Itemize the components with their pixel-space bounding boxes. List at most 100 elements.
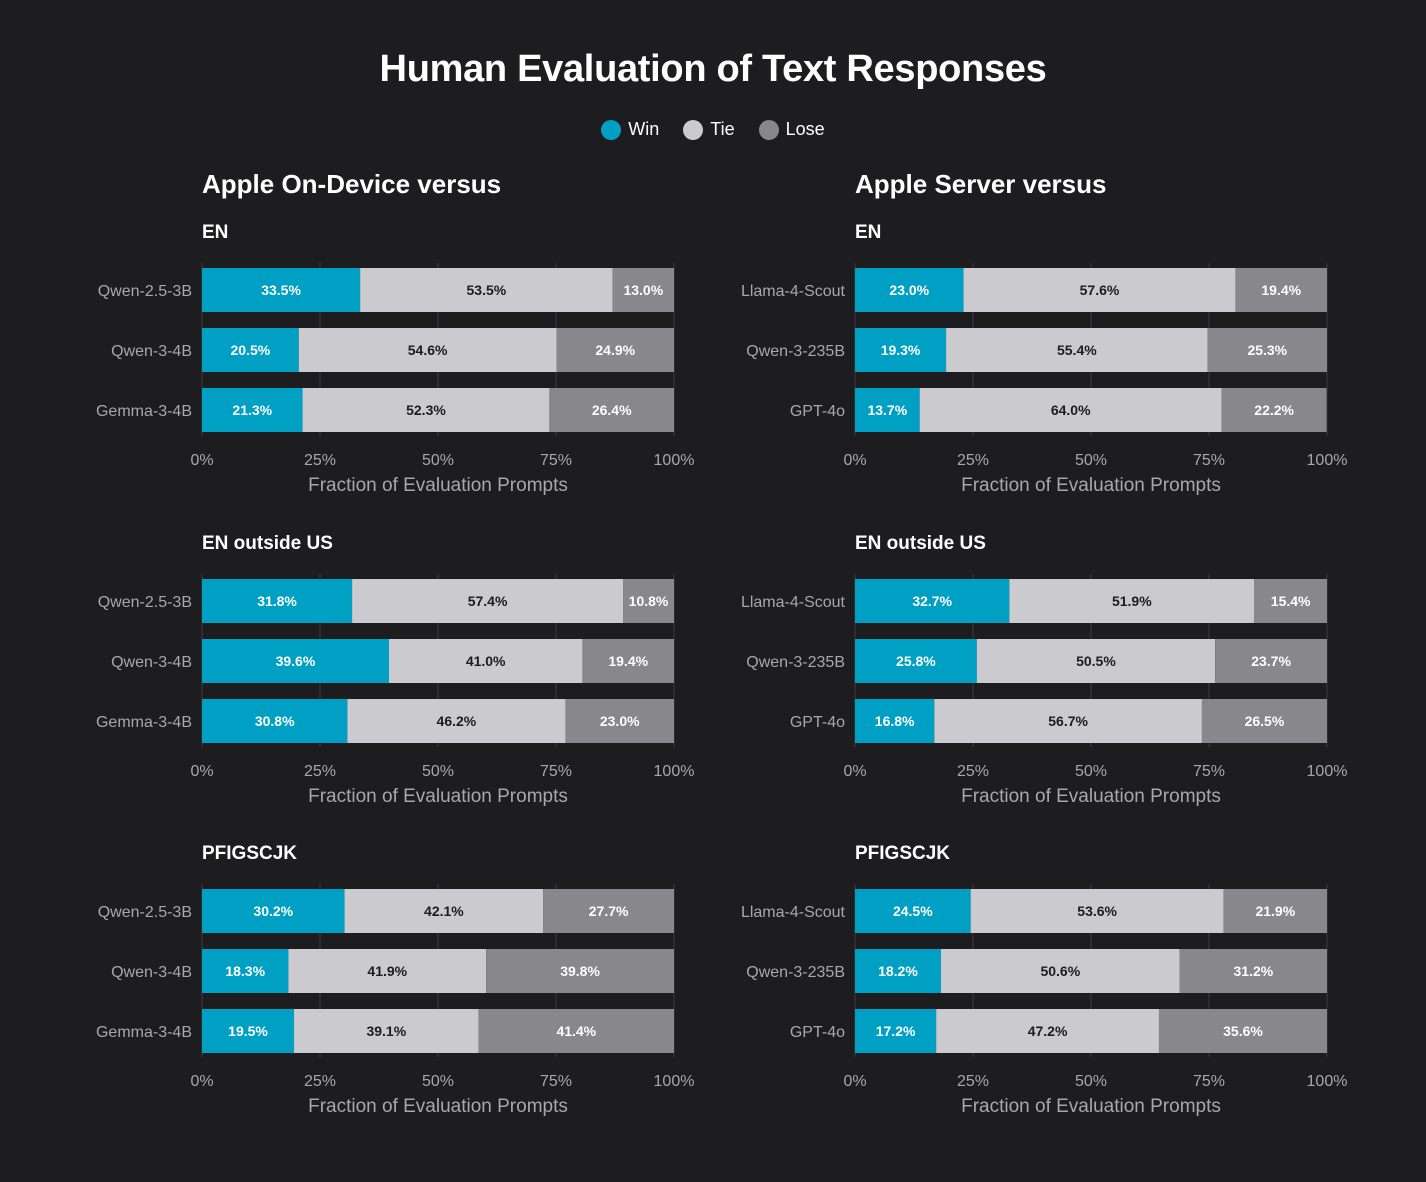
panel-1-0-bar-llama-4-scout-tie	[963, 268, 1236, 312]
panel-0-2-bar-qwen-2-5-3b-win	[202, 889, 345, 933]
panel-0-2-value-label-qwen-2-5-3b-lose: 27.7%	[589, 903, 629, 919]
panel-1-2-tick-label-3: 75%	[1193, 1073, 1225, 1090]
panel-1-1-bar-gpt-4o-tie	[934, 699, 1202, 743]
chart-title: Human Evaluation of Text Responses	[379, 48, 1047, 90]
panel-0-2-tick-label-3: 75%	[540, 1073, 572, 1090]
panel-1-2-value-label-qwen-3-235b-lose: 31.2%	[1234, 963, 1274, 979]
panel-0-1-value-label-gemma-3-4b-tie: 46.2%	[437, 713, 477, 729]
panel-1-1-value-label-gpt-4o-win: 16.8%	[875, 713, 915, 729]
panel-1-0-tick-label-1: 25%	[957, 452, 989, 469]
panel-0-1-x-axis-label: Fraction of Evaluation Prompts	[308, 786, 568, 807]
legend-item-lose: Lose	[758, 119, 825, 140]
panel-0-1-category-label-gemma-3-4b: Gemma-3-4B	[96, 714, 192, 731]
panel-0-0-bar-gemma-3-4b-tie	[302, 388, 550, 432]
panel-0-0-value-label-qwen-2-5-3b-lose: 13.0%	[623, 282, 663, 298]
panel-1-0-value-label-llama-4-scout-win: 23.0%	[889, 282, 929, 298]
panel-1-1-value-label-qwen-3-235b-win: 25.8%	[896, 653, 936, 669]
panel-1-1-bar-gpt-4o-win	[855, 699, 935, 743]
panel-0-0-bar-qwen-2-5-3b-win	[202, 268, 361, 312]
panel-1-1-category-label-gpt-4o: GPT-4o	[790, 714, 845, 731]
panel-0-2-tick-label-2: 50%	[422, 1073, 454, 1090]
panel-0-0-bar-qwen-3-4b-tie	[298, 328, 557, 372]
panel-1-0-category-label-qwen-3-235b: Qwen-3-235B	[746, 343, 845, 360]
column-title-1: Apple Server versus	[855, 169, 1106, 199]
panel-1-1-value-label-gpt-4o-tie: 56.7%	[1048, 713, 1088, 729]
panel-0-1-tick-label-4: 100%	[654, 763, 695, 780]
legend-label-lose: Lose	[785, 119, 825, 139]
panel-1-1-bar-llama-4-scout-lose	[1254, 579, 1327, 623]
panel-1-1-bar-gpt-4o-lose	[1201, 699, 1327, 743]
panel-1-0-bar-gpt-4o-tie	[919, 388, 1222, 432]
panel-0-1-value-label-gemma-3-4b-lose: 23.0%	[600, 713, 640, 729]
panel-0-0-value-label-qwen-2-5-3b-win: 33.5%	[261, 282, 301, 298]
panel-1-0-value-label-qwen-3-235b-win: 19.3%	[881, 342, 921, 358]
panel-0-2-value-label-gemma-3-4b-win: 19.5%	[228, 1023, 268, 1039]
panel-0-2-value-label-gemma-3-4b-lose: 41.4%	[556, 1023, 596, 1039]
panel-0-0-bar-gemma-3-4b-win	[202, 388, 303, 432]
legend-item-win: Win	[601, 119, 659, 140]
panel-1-2-tick-label-2: 50%	[1075, 1073, 1107, 1090]
panel-1-0-value-label-qwen-3-235b-tie: 55.4%	[1057, 342, 1097, 358]
panel-0-2-value-label-gemma-3-4b-tie: 39.1%	[366, 1023, 406, 1039]
panel-1-0-x-axis-label: Fraction of Evaluation Prompts	[961, 475, 1221, 496]
panel-1-2-value-label-gpt-4o-lose: 35.6%	[1223, 1023, 1263, 1039]
panel-0-2-bar-qwen-2-5-3b-lose	[543, 889, 674, 933]
panel-0-2-bar-qwen-2-5-3b-tie	[344, 889, 544, 933]
panel-1-1-bar-llama-4-scout-tie	[1009, 579, 1255, 623]
panel-0-0-x-axis-label: Fraction of Evaluation Prompts	[308, 475, 568, 496]
panel-1-1-tick-label-2: 50%	[1075, 763, 1107, 780]
panel-1-0-bar-gpt-4o-win	[855, 388, 920, 432]
panel-0-0-value-label-qwen-2-5-3b-tie: 53.5%	[467, 282, 507, 298]
panel-0-0-bar-qwen-2-5-3b-lose	[612, 268, 674, 312]
panel-1-0-title: EN	[855, 222, 881, 243]
panel-0-2-bar-qwen-3-4b-win	[202, 949, 289, 993]
panel-1-0-bar-qwen-3-235b-lose	[1207, 328, 1327, 372]
panel-1-0-value-label-gpt-4o-tie: 64.0%	[1051, 402, 1091, 418]
panel-1-0-tick-label-0: 0%	[843, 452, 866, 469]
panel-1-0-tick-label-4: 100%	[1307, 452, 1348, 469]
panel-0-0-value-label-gemma-3-4b-lose: 26.4%	[592, 402, 632, 418]
panel-0-1-bar-qwen-2-5-3b-lose	[623, 579, 674, 623]
panel-0-1-value-label-qwen-3-4b-win: 39.6%	[276, 653, 316, 669]
panel-1-1-value-label-qwen-3-235b-lose: 23.7%	[1251, 653, 1291, 669]
panel-0-1-value-label-qwen-2-5-3b-win: 31.8%	[257, 593, 297, 609]
panel-1-1-bar-qwen-3-235b-lose	[1215, 639, 1327, 683]
panel-0-2-bar-gemma-3-4b-lose	[478, 1009, 674, 1053]
panel-0-2-title: PFIGSCJK	[202, 843, 297, 864]
panel-0-2-value-label-qwen-3-4b-tie: 41.9%	[367, 963, 407, 979]
legend: Win Tie Lose	[0, 119, 1426, 140]
panel-0-0-value-label-gemma-3-4b-win: 21.3%	[232, 402, 272, 418]
panel-1-1-tick-label-1: 25%	[957, 763, 989, 780]
panel-0-1-bar-qwen-3-4b-tie	[388, 639, 583, 683]
panel-0-2-value-label-qwen-3-4b-win: 18.3%	[225, 963, 265, 979]
panel-0-1-bar-qwen-3-4b-win	[202, 639, 389, 683]
panel-1-2-value-label-llama-4-scout-tie: 53.6%	[1077, 903, 1117, 919]
panel-0-1-value-label-gemma-3-4b-win: 30.8%	[255, 713, 295, 729]
panel-0-0-tick-label-1: 25%	[304, 452, 336, 469]
panel-0-0-category-label-gemma-3-4b: Gemma-3-4B	[96, 403, 192, 420]
legend-swatch-win	[601, 119, 622, 140]
panel-0-1-bar-qwen-2-5-3b-win	[202, 579, 353, 623]
legend-swatch-lose	[758, 119, 779, 140]
panel-0-1-value-label-qwen-3-4b-tie: 41.0%	[466, 653, 506, 669]
panel-1-2-tick-label-0: 0%	[843, 1073, 866, 1090]
panel-0-1-value-label-qwen-2-5-3b-tie: 57.4%	[468, 593, 508, 609]
panel-1-2-value-label-qwen-3-235b-win: 18.2%	[878, 963, 918, 979]
panel-1-2-x-axis-label: Fraction of Evaluation Prompts	[961, 1096, 1221, 1117]
panel-0-1-bar-gemma-3-4b-tie	[347, 699, 566, 743]
panel-0-1-category-label-qwen-3-4b: Qwen-3-4B	[111, 654, 192, 671]
panel-1-1-tick-label-3: 75%	[1193, 763, 1225, 780]
panel-1-2-bar-llama-4-scout-tie	[970, 889, 1224, 933]
panel-0-0-bar-qwen-3-4b-lose	[556, 328, 674, 372]
panel-1-2-tick-label-1: 25%	[957, 1073, 989, 1090]
panel-0-0-bar-qwen-2-5-3b-tie	[360, 268, 613, 312]
panel-1-1-title: EN outside US	[855, 533, 986, 554]
panel-0-1-value-label-qwen-3-4b-lose: 19.4%	[608, 653, 648, 669]
panel-1-1-bar-llama-4-scout-win	[855, 579, 1010, 623]
panel-1-1-value-label-qwen-3-235b-tie: 50.5%	[1076, 653, 1116, 669]
panel-1-0-value-label-llama-4-scout-lose: 19.4%	[1261, 282, 1301, 298]
panel-0-0-tick-label-3: 75%	[540, 452, 572, 469]
panel-1-1-category-label-llama-4-scout: Llama-4-Scout	[741, 594, 846, 611]
panel-0-0-value-label-qwen-3-4b-win: 20.5%	[231, 342, 271, 358]
panel-0-0-category-label-qwen-2-5-3b: Qwen-2.5-3B	[98, 283, 192, 300]
